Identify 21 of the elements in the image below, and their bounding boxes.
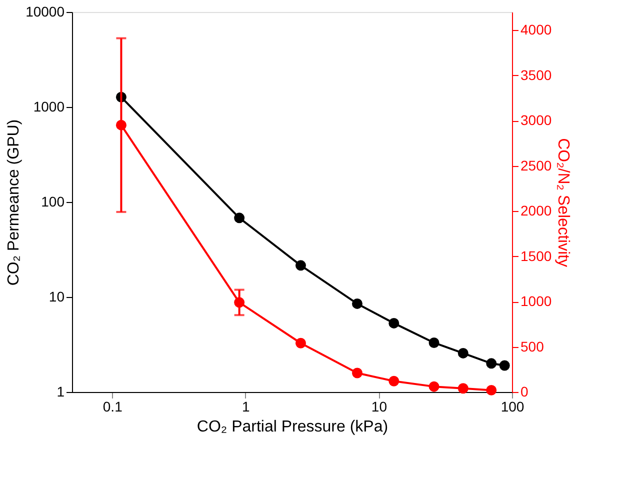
- x-axis-title: CO₂ Partial Pressure (kPa): [196, 418, 388, 436]
- x-tick-label: 0.1: [102, 398, 123, 414]
- y2-tick-label: 3000: [520, 112, 552, 128]
- y-tick-label: 10000: [26, 4, 65, 20]
- y2-tick-label: 500: [520, 338, 544, 354]
- y2-tick-label: 0: [520, 384, 528, 400]
- y2-tick-label: 2500: [520, 157, 552, 174]
- y-tick-label: 1000: [33, 98, 65, 114]
- x-tick-label: 100: [500, 398, 524, 414]
- y2-axis-title: CO₂/N₂ Selectivity: [554, 138, 572, 267]
- y-axis-title: CO₂ Permeance (GPU): [6, 119, 23, 286]
- y2-tick-label: 1000: [520, 293, 552, 310]
- y2-tick-label: 4000: [520, 22, 552, 38]
- y-tick-label: 100: [41, 194, 65, 210]
- y2-tick-label: 3500: [520, 66, 552, 83]
- y2-tick-label: 2000: [520, 202, 552, 219]
- x-tick-label: 10: [371, 398, 388, 414]
- y-tick-label: 1: [56, 384, 65, 400]
- y2-tick-label: 1500: [520, 248, 552, 264]
- x-tick-label: 1: [242, 398, 250, 414]
- y-tick-label: 10: [48, 288, 65, 304]
